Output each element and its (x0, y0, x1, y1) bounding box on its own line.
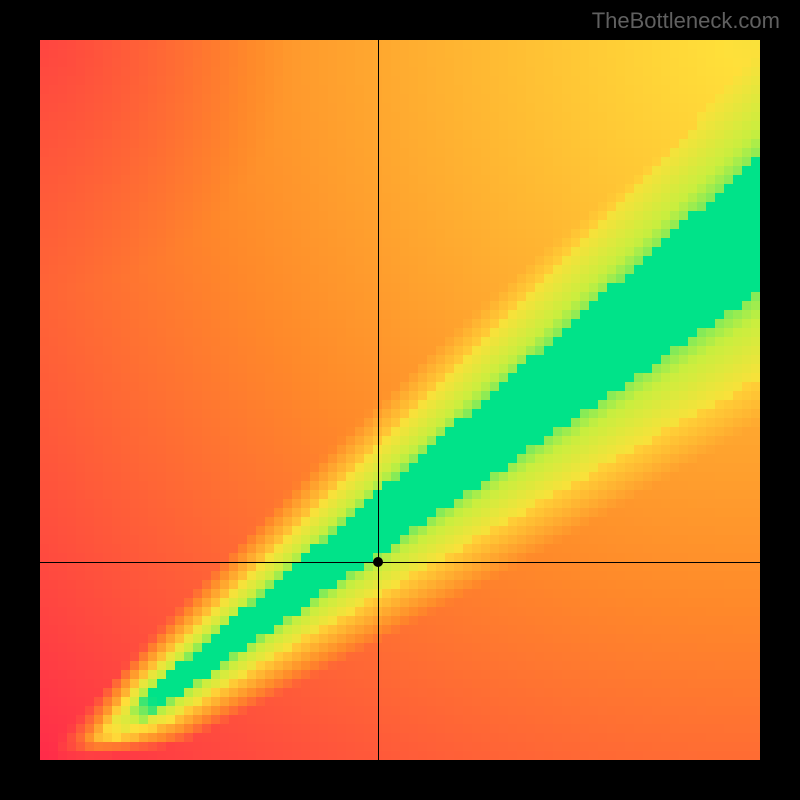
crosshair-horizontal (40, 562, 760, 563)
heatmap-canvas (40, 40, 760, 760)
watermark-text: TheBottleneck.com (592, 8, 780, 34)
plot-area (40, 40, 760, 760)
crosshair-vertical (378, 40, 379, 760)
marker-dot (373, 557, 383, 567)
chart-container: TheBottleneck.com (0, 0, 800, 800)
